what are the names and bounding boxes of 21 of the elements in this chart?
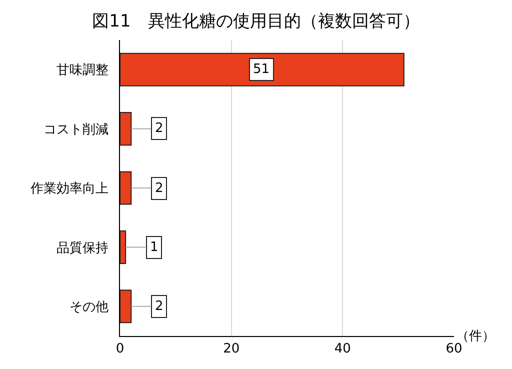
data-label: 2 — [155, 121, 164, 136]
data-label: 2 — [155, 299, 164, 314]
chart-title: 図11 異性化糖の使用目的（複数回答可） — [92, 12, 420, 32]
y-tick-label: その他 — [69, 300, 108, 315]
y-tick-label: 作業効率向上 — [29, 180, 108, 197]
bar — [120, 112, 132, 146]
x-tick-label: 60 — [446, 342, 462, 357]
x-tick-label: 0 — [116, 342, 124, 357]
x-tick-label: 20 — [223, 342, 240, 357]
x-tick-label: 40 — [334, 342, 351, 357]
y-tick-label: 甘味調整 — [56, 63, 108, 78]
bar — [120, 52, 404, 86]
bar — [120, 230, 126, 264]
bar — [120, 290, 132, 324]
x-axis-title: （件） — [456, 329, 495, 344]
data-label: 1 — [150, 240, 158, 255]
y-tick-label: コスト削減 — [43, 122, 108, 138]
data-label: 2 — [155, 181, 164, 196]
y-tick-label: 品質保持 — [56, 240, 108, 256]
bar — [120, 171, 132, 205]
data-label: 51 — [253, 62, 270, 77]
